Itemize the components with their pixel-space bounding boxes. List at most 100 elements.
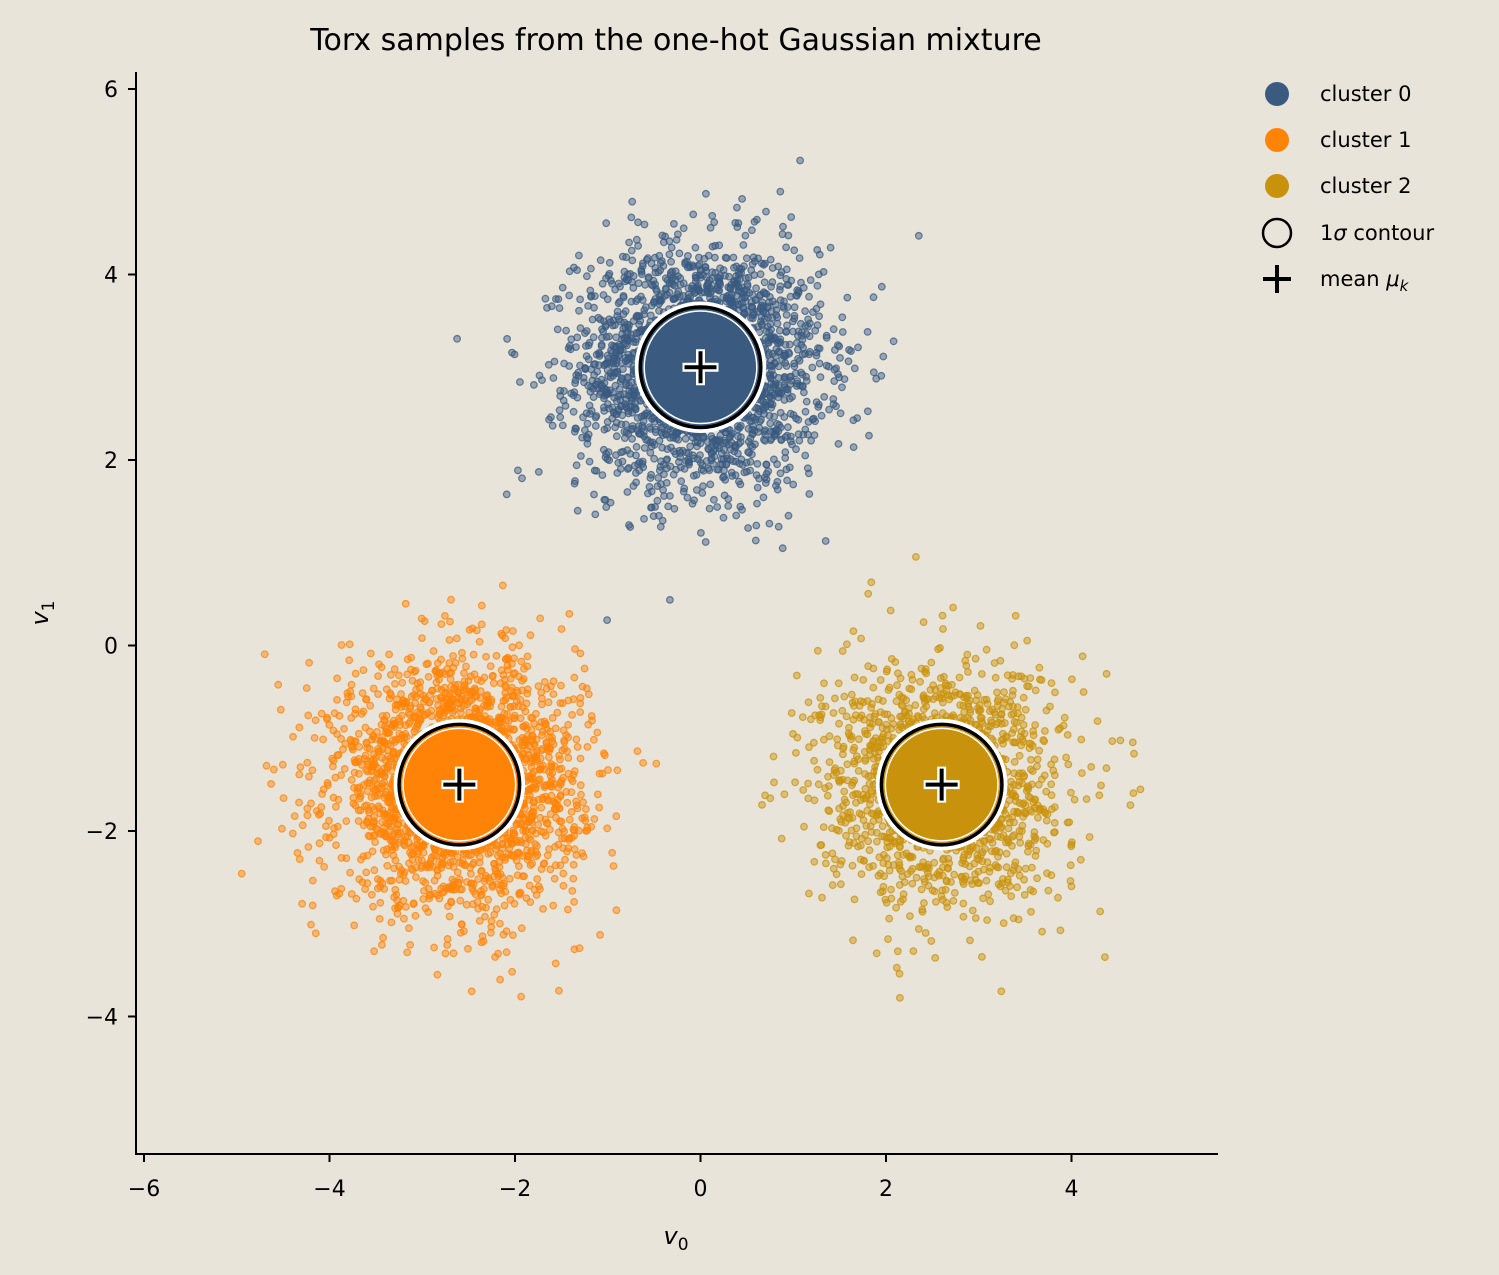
scatter-points <box>237 156 1145 1002</box>
data-point <box>405 924 413 933</box>
data-point <box>447 595 455 604</box>
data-point <box>526 861 535 869</box>
data-point <box>312 807 321 815</box>
data-point <box>624 354 633 362</box>
data-point <box>447 668 456 677</box>
data-point <box>380 811 389 820</box>
data-point <box>458 648 466 657</box>
data-point <box>363 879 372 888</box>
data-point <box>510 725 518 734</box>
data-point <box>614 279 623 288</box>
data-point <box>641 280 649 289</box>
data-point <box>534 882 543 891</box>
data-point <box>603 424 612 433</box>
data-point <box>816 373 825 382</box>
data-point <box>576 649 585 658</box>
data-point <box>621 307 630 316</box>
data-point <box>401 721 410 730</box>
data-point <box>565 362 574 370</box>
data-point <box>401 599 410 608</box>
data-point <box>777 436 786 445</box>
data-point <box>403 948 412 957</box>
data-point <box>685 457 694 466</box>
data-point <box>522 724 531 733</box>
data-point <box>603 418 612 426</box>
data-point <box>762 207 770 216</box>
data-point <box>583 419 592 428</box>
data-point <box>544 698 553 707</box>
data-point <box>869 368 878 377</box>
data-point <box>489 679 498 688</box>
data-point <box>634 312 643 321</box>
data-point <box>829 325 838 334</box>
data-point <box>374 672 383 680</box>
data-point <box>582 433 591 442</box>
data-point <box>519 675 528 683</box>
data-point <box>753 499 761 508</box>
data-point <box>722 254 731 263</box>
data-point <box>653 482 662 491</box>
data-point <box>608 321 617 330</box>
data-point <box>785 394 794 403</box>
data-point <box>706 223 715 232</box>
data-point <box>503 335 512 343</box>
data-point <box>767 403 776 412</box>
data-point <box>849 416 858 425</box>
data-point <box>552 813 560 822</box>
data-point <box>311 716 320 725</box>
data-point <box>734 219 743 228</box>
data-point <box>304 843 313 851</box>
data-point <box>801 350 809 358</box>
data-point <box>679 279 688 288</box>
data-point <box>774 373 783 382</box>
data-point <box>752 471 761 480</box>
data-point <box>539 761 547 770</box>
data-point <box>346 687 355 696</box>
data-point <box>724 495 733 503</box>
data-point <box>477 866 486 875</box>
data-point <box>464 944 472 953</box>
data-point <box>528 774 537 783</box>
data-point <box>520 872 528 881</box>
data-point <box>352 894 361 903</box>
data-point <box>604 271 613 280</box>
data-point <box>295 723 304 732</box>
data-point <box>475 917 484 925</box>
data-point <box>359 666 368 674</box>
data-point <box>533 875 542 883</box>
data-point <box>666 462 675 471</box>
data-point <box>618 411 627 420</box>
data-point <box>674 287 683 296</box>
data-point <box>570 673 579 682</box>
data-point <box>708 242 717 251</box>
data-point <box>591 422 600 430</box>
data-point <box>799 283 808 292</box>
data-point <box>422 660 431 669</box>
data-point <box>748 303 756 311</box>
data-point <box>612 451 620 460</box>
data-point <box>548 769 557 777</box>
data-point <box>378 818 386 826</box>
data-point <box>705 504 714 513</box>
data-point <box>550 357 559 366</box>
data-point <box>510 711 519 720</box>
data-point <box>262 761 271 770</box>
data-point <box>623 488 632 496</box>
data-point <box>337 641 346 649</box>
data-point <box>254 837 262 845</box>
data-point <box>500 879 508 888</box>
data-point <box>562 326 570 335</box>
data-point <box>288 829 297 838</box>
data-point <box>351 669 360 678</box>
data-point <box>612 348 620 357</box>
data-point <box>437 864 446 872</box>
data-point <box>603 616 611 624</box>
data-point <box>460 669 468 677</box>
data-point <box>733 203 741 212</box>
data-point <box>782 243 790 252</box>
data-point <box>587 264 595 273</box>
data-point <box>716 264 724 273</box>
data-point <box>626 450 635 458</box>
data-point <box>295 770 304 779</box>
data-point <box>337 884 346 893</box>
